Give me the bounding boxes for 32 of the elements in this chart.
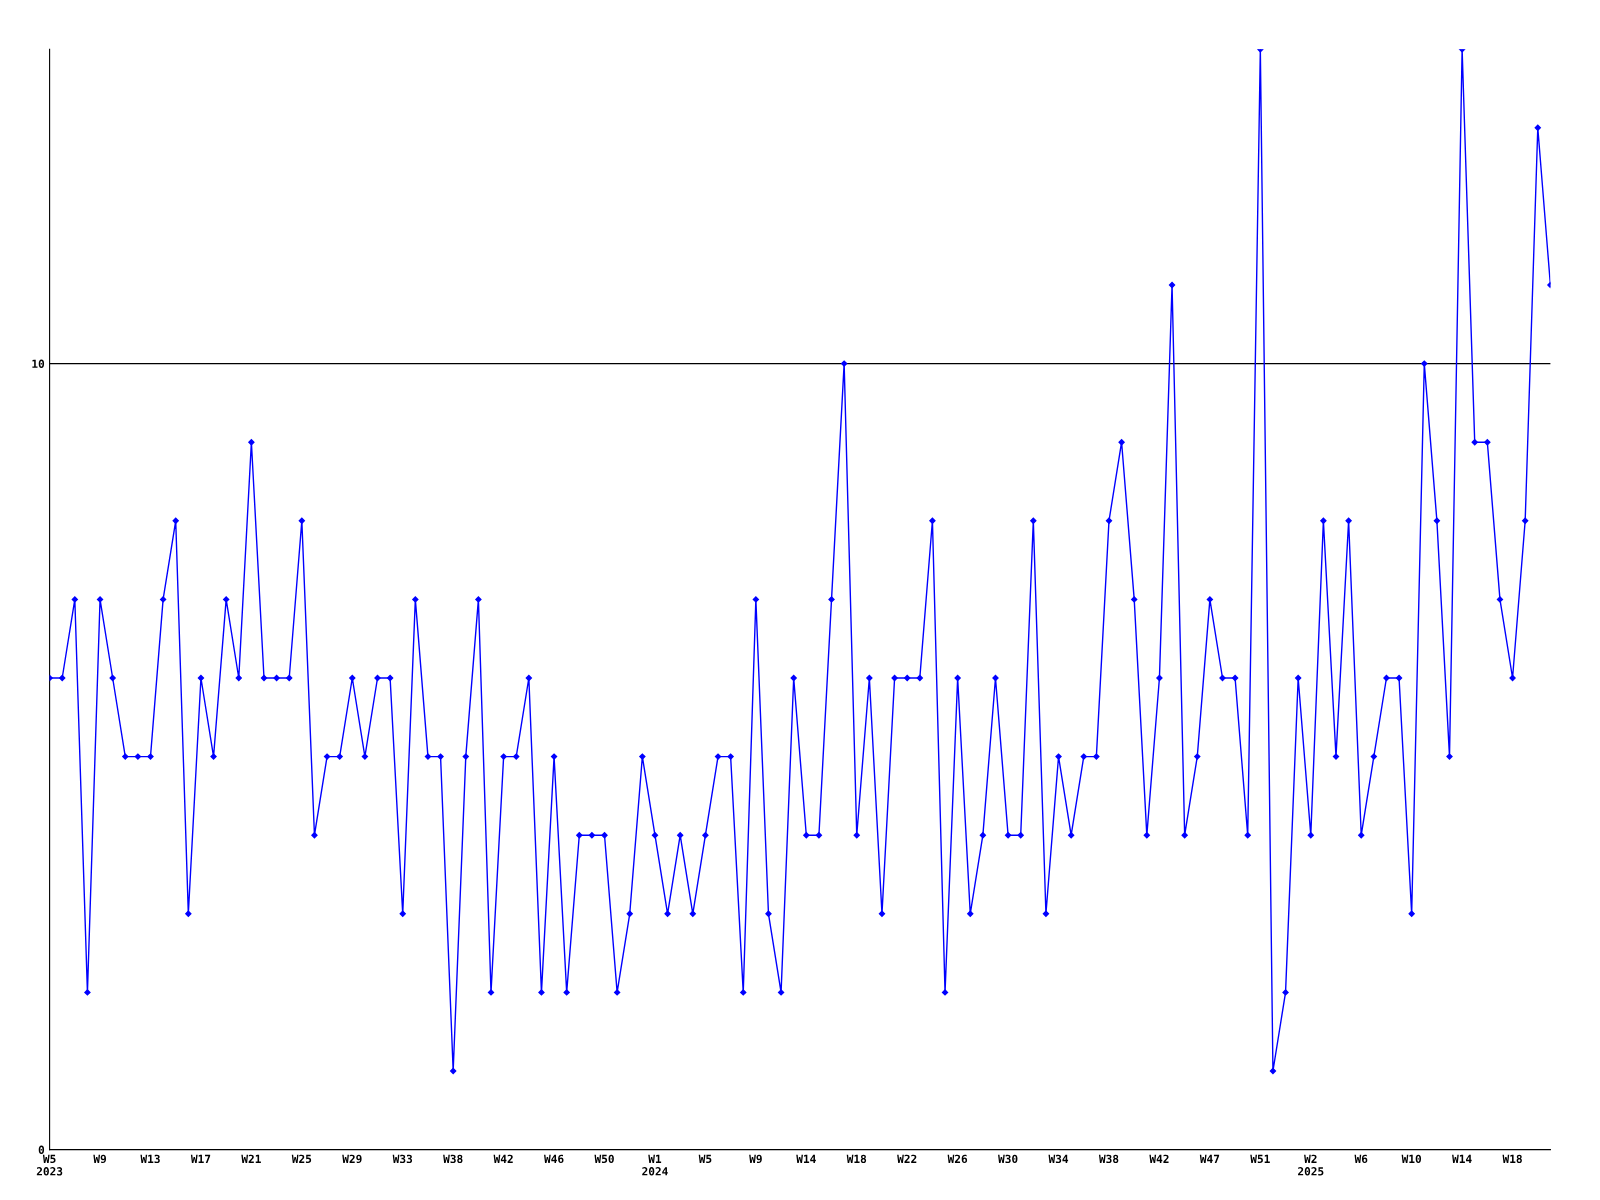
x-tick-label: W1 2024 xyxy=(642,1154,668,1176)
x-tick-label: W51 xyxy=(1250,1154,1270,1164)
x-tick-label: W29 xyxy=(342,1154,362,1164)
x-tick-label: W14 xyxy=(796,1154,816,1163)
x-tick-label: W6 xyxy=(1354,1154,1368,1164)
x-tick-label: W18 xyxy=(1502,1154,1522,1164)
y-tick-label: 0 xyxy=(38,1145,45,1154)
x-tick-label: W10 xyxy=(1401,1154,1422,1164)
x-tick-label: W42 xyxy=(1149,1154,1169,1163)
x-tick-label: W13 xyxy=(140,1154,160,1164)
x-tick-label: W5 xyxy=(698,1154,712,1164)
x-tick-label: W17 xyxy=(190,1154,211,1163)
x-tick-label: W38 xyxy=(1098,1154,1119,1164)
x-tick-label: W26 xyxy=(947,1154,968,1164)
x-tick-label: W22 xyxy=(897,1154,917,1163)
x-tick-label: W9 xyxy=(93,1154,107,1164)
x-tick-label: W25 xyxy=(291,1154,312,1164)
x-tick-label: W33 xyxy=(392,1154,413,1164)
x-tick-label: W5 2023 xyxy=(36,1154,63,1176)
x-tick-label: W21 xyxy=(241,1154,261,1163)
x-tick-label: W46 xyxy=(544,1154,564,1164)
x-tick-label: W14 xyxy=(1452,1154,1472,1163)
x-tick-label: W18 xyxy=(846,1154,867,1164)
x-tick-label: W34 xyxy=(1048,1154,1069,1164)
x-tick-label: W38 xyxy=(443,1154,463,1164)
x-tick-label: W2 2025 xyxy=(1298,1154,1324,1176)
x-tick-label: W9 xyxy=(749,1154,762,1164)
y-tick-label: 10 xyxy=(32,359,45,368)
x-tick-label: W47 xyxy=(1199,1154,1220,1163)
x-tick-label: W30 xyxy=(998,1154,1018,1164)
x-tick-label: W50 xyxy=(594,1154,614,1164)
x-tick-label: W42 xyxy=(493,1154,513,1163)
